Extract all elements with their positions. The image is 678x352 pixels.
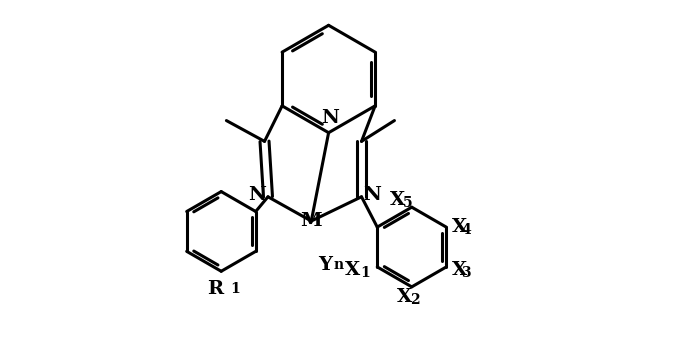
Text: X: X: [452, 262, 466, 279]
Text: X: X: [344, 262, 360, 279]
Text: X: X: [391, 191, 405, 209]
Text: 4: 4: [461, 223, 471, 237]
Text: M: M: [300, 212, 322, 230]
Text: 5: 5: [403, 196, 412, 210]
Text: Y: Y: [318, 256, 332, 274]
Text: N: N: [321, 109, 339, 127]
Text: N: N: [248, 186, 266, 204]
Text: n: n: [334, 258, 344, 272]
Text: 2: 2: [410, 293, 419, 307]
Text: 1: 1: [230, 282, 239, 296]
Text: 1: 1: [360, 266, 370, 280]
Text: N: N: [363, 186, 381, 204]
Text: R: R: [207, 280, 223, 298]
Text: 3: 3: [461, 266, 471, 280]
Text: X: X: [452, 218, 466, 236]
Text: X: X: [397, 288, 412, 306]
